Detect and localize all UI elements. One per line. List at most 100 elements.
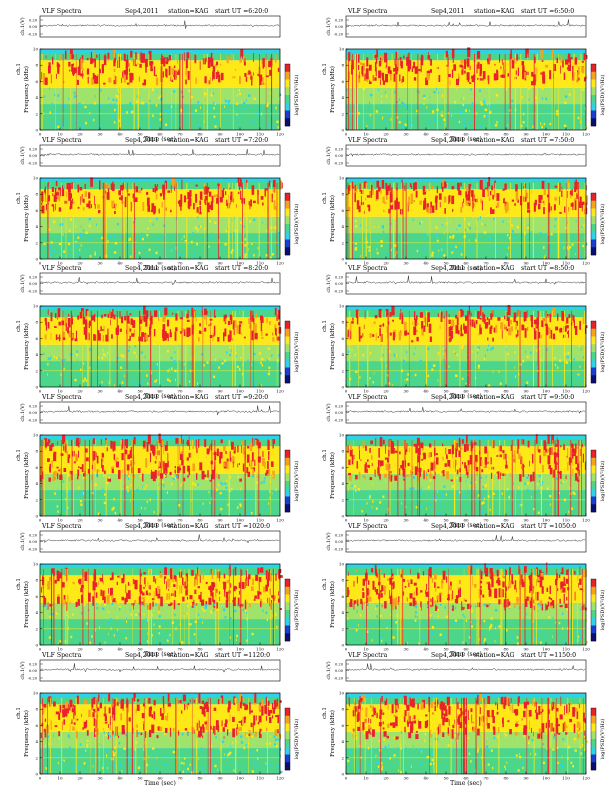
psd-cell-high bbox=[237, 445, 239, 453]
psd-cell-low bbox=[130, 253, 133, 256]
psd-cell-high bbox=[349, 449, 353, 457]
time-tick-label: 70 bbox=[177, 260, 183, 265]
psd-cell-low bbox=[470, 481, 472, 485]
psd-cell-high bbox=[366, 57, 369, 67]
psd-cell-high bbox=[493, 188, 497, 197]
psd-cell-low bbox=[85, 476, 87, 480]
psd-cell-low bbox=[213, 115, 216, 119]
psd-cell-high bbox=[490, 207, 492, 214]
psd-cell-high bbox=[423, 470, 425, 480]
time-tick-label: 40 bbox=[117, 132, 123, 137]
psd-cell-high bbox=[365, 594, 369, 603]
psd-cell-low bbox=[194, 483, 197, 487]
psd-cell-high bbox=[215, 588, 218, 593]
psd-cell-low bbox=[164, 108, 167, 112]
psd-cell-high bbox=[502, 59, 503, 65]
psd-cell-high bbox=[147, 204, 151, 212]
psd-cell-low bbox=[123, 375, 125, 378]
psd-cell-low bbox=[154, 380, 157, 384]
psd-cell-high bbox=[374, 77, 377, 81]
psd-cell-low bbox=[556, 477, 559, 480]
psd-cell-low bbox=[122, 355, 125, 359]
frequency-axis-label: Frequency (kHz) bbox=[23, 452, 30, 499]
sferic-streak bbox=[232, 182, 233, 259]
psd-cell-low bbox=[393, 353, 395, 356]
psd-cell-high bbox=[95, 76, 99, 84]
psd-cell-low bbox=[429, 479, 432, 482]
colorbar-swatch bbox=[285, 504, 290, 513]
psd-cell-high bbox=[262, 58, 265, 67]
psd-cell-high bbox=[183, 52, 185, 62]
psd-cell-high bbox=[470, 565, 473, 575]
psd-cell-high bbox=[564, 206, 566, 213]
spectrogram-cells bbox=[40, 49, 282, 130]
psd-cell-high bbox=[427, 206, 431, 213]
psd-cell-high bbox=[112, 442, 114, 452]
psd-cell-high bbox=[348, 473, 352, 476]
psd-cell-low bbox=[567, 221, 568, 224]
psd-cell-high bbox=[389, 578, 392, 585]
psd-cell-low bbox=[415, 347, 416, 350]
freq-tick-label: 0 bbox=[341, 128, 344, 133]
psd-cell-high bbox=[547, 328, 551, 335]
time-tick-label: 90 bbox=[217, 518, 223, 523]
psd-cell-low bbox=[548, 500, 550, 504]
psd-cell-high bbox=[96, 74, 99, 78]
psd-cell-high bbox=[490, 313, 493, 321]
sferic-streak bbox=[533, 53, 535, 130]
psd-cell-low bbox=[234, 609, 237, 612]
psd-cell-high bbox=[357, 75, 361, 83]
psd-cell-high bbox=[515, 321, 518, 327]
psd-cell-high bbox=[71, 54, 75, 59]
psd-cell-high bbox=[467, 460, 470, 469]
time-tick-label: 120 bbox=[582, 132, 590, 137]
psd-cell-low bbox=[129, 237, 132, 240]
psd-cell-high bbox=[353, 580, 355, 587]
psd-cell-high bbox=[502, 188, 505, 191]
psd-cell-high bbox=[140, 55, 143, 63]
psd-cell-high bbox=[197, 567, 199, 575]
psd-cell-high bbox=[240, 179, 242, 188]
header-start-ut: start UT =7:50:0 bbox=[521, 137, 574, 144]
sferic-streak bbox=[476, 182, 478, 259]
psd-cell-high bbox=[80, 59, 83, 69]
psd-cell-high bbox=[351, 64, 353, 75]
psd-cell-low bbox=[575, 219, 577, 223]
psd-cell-low bbox=[154, 496, 158, 499]
psd-cell-low bbox=[441, 110, 443, 114]
psd-cell-high bbox=[164, 576, 167, 579]
sferic-streak bbox=[161, 53, 163, 130]
psd-cell-low bbox=[441, 248, 443, 251]
sferic-streak bbox=[246, 182, 248, 259]
psd-cell-high bbox=[431, 577, 434, 583]
freq-tick-label: 4 bbox=[341, 352, 344, 357]
psd-cell-low bbox=[486, 349, 489, 352]
psd-cell-high bbox=[455, 594, 459, 604]
sferic-streak bbox=[381, 311, 383, 388]
psd-cell-high bbox=[201, 470, 205, 480]
psd-cell-high bbox=[520, 195, 523, 205]
sferic-streak bbox=[510, 182, 511, 259]
psd-cell-high bbox=[240, 56, 243, 62]
psd-cell-low bbox=[367, 114, 369, 117]
psd-cell-high bbox=[493, 572, 496, 577]
psd-cell-high bbox=[407, 579, 410, 582]
psd-cell-low bbox=[69, 218, 71, 221]
sferic-streak bbox=[123, 182, 125, 259]
psd-cell-high bbox=[584, 569, 587, 577]
psd-cell-high bbox=[205, 581, 208, 584]
sferic-streak bbox=[541, 439, 542, 517]
time-axis-label: Time (sec) bbox=[144, 522, 176, 529]
psd-cell-high bbox=[451, 195, 455, 204]
psd-cell-low bbox=[450, 492, 452, 496]
freq-tick-label: 2 bbox=[341, 111, 344, 116]
psd-cell-high bbox=[74, 338, 78, 342]
psd-cell-low bbox=[74, 474, 76, 477]
psd-cell-high bbox=[203, 183, 205, 187]
psd-cell-high bbox=[91, 77, 94, 85]
psd-cell-high bbox=[581, 60, 584, 63]
freq-tick-label: 0 bbox=[341, 256, 344, 261]
psd-cell-low bbox=[102, 349, 104, 352]
psd-cell-high bbox=[58, 322, 62, 326]
psd-cell-low bbox=[144, 356, 146, 359]
